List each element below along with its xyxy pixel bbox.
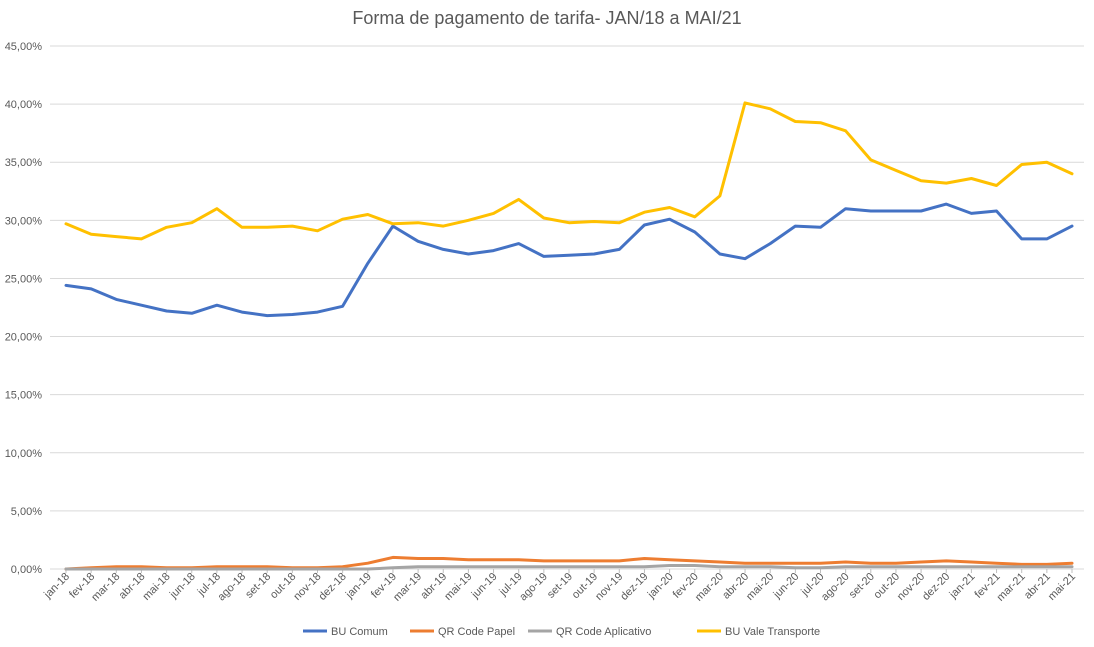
gridlines bbox=[50, 45, 1084, 570]
series-line-bu-vale-transporte bbox=[64, 101, 1074, 241]
x-tick-label: jan-21 bbox=[947, 571, 978, 602]
x-tick-label: mar-20 bbox=[693, 571, 726, 604]
x-tick-label: ago-18 bbox=[215, 571, 248, 604]
y-tick-label: 20,00% bbox=[5, 332, 43, 344]
x-tick-label: mar-18 bbox=[89, 571, 122, 604]
x-tick-label: jan-18 bbox=[41, 571, 72, 602]
x-tick-label: set-19 bbox=[545, 571, 575, 601]
x-tick-label: jun-19 bbox=[469, 571, 500, 602]
series-line-bu-comum bbox=[64, 202, 1074, 318]
legend-label-bu-comum: BU Comum bbox=[331, 626, 388, 638]
y-tick-label: 40,00% bbox=[5, 99, 43, 111]
y-tick-label: 15,00% bbox=[5, 390, 43, 402]
x-tick-label: jun-20 bbox=[771, 571, 802, 602]
chart-title: Forma de pagamento de tarifa- JAN/18 a M… bbox=[352, 8, 742, 28]
x-axis: jan-18fev-18mar-18abr-18mai-18jun-18jul-… bbox=[41, 569, 1078, 604]
x-tick-label: mai-18 bbox=[140, 571, 172, 603]
legend-label-bu-vale-transporte: BU Vale Transporte bbox=[725, 626, 820, 638]
x-tick-label: ago-20 bbox=[819, 571, 852, 604]
x-tick-label: mai-21 bbox=[1046, 571, 1078, 603]
y-tick-label: 30,00% bbox=[5, 215, 43, 227]
x-tick-label: set-20 bbox=[847, 571, 877, 601]
series-line-qr-code-aplicativo bbox=[64, 564, 1074, 571]
x-tick-label: mai-19 bbox=[442, 571, 474, 603]
x-tick-label: ago-19 bbox=[517, 571, 550, 604]
y-tick-label: 10,00% bbox=[5, 448, 43, 460]
x-tick-label: jan-19 bbox=[343, 571, 374, 602]
x-tick-label: dez-20 bbox=[920, 571, 952, 603]
legend-label-qr-code-papel: QR Code Papel bbox=[438, 626, 515, 638]
y-axis: 0,00% 5,00% 10,00% 15,00% 20,00% 25,00% 30,00%… bbox=[5, 41, 43, 576]
series-lines bbox=[64, 101, 1074, 571]
y-tick-label: 45,00% bbox=[5, 41, 43, 53]
legend-label-qr-code-aplicativo: QR Code Aplicativo bbox=[556, 626, 651, 638]
x-tick-label: jun-18 bbox=[167, 571, 198, 602]
x-tick-label: mai-20 bbox=[744, 571, 776, 603]
x-tick-label: set-18 bbox=[243, 571, 273, 601]
series-line-qr-code-papel bbox=[64, 555, 1074, 571]
x-tick-label: dez-19 bbox=[618, 571, 650, 603]
y-tick-label: 25,00% bbox=[5, 273, 43, 285]
y-tick-label: 5,00% bbox=[11, 506, 42, 518]
x-tick-label: dez-18 bbox=[316, 571, 348, 603]
x-tick-label: jan-20 bbox=[645, 571, 676, 602]
y-tick-label: 0,00% bbox=[11, 564, 42, 576]
y-tick-label: 35,00% bbox=[5, 157, 43, 169]
x-tick-label: mar-21 bbox=[995, 571, 1028, 604]
legend: BU Comum QR Code Papel QR Code Aplicativo B… bbox=[303, 626, 820, 638]
x-tick-label: mar-19 bbox=[391, 571, 424, 604]
